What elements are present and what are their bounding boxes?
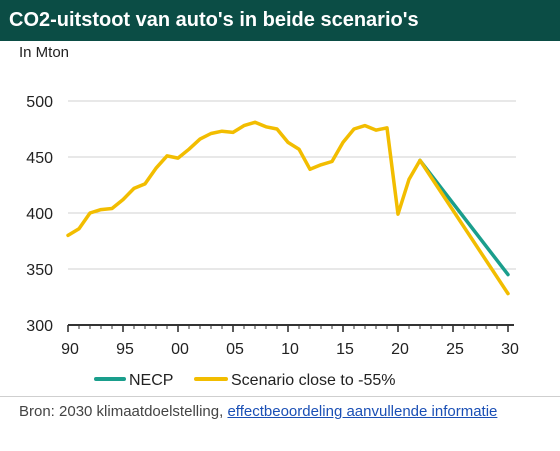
y-tick-label-450: 450 <box>26 150 53 167</box>
source-note: Bron: 2030 klimaatdoelstelling, effectbe… <box>19 400 539 423</box>
series-lines <box>66 120 510 296</box>
x-axis: 90 95 00 05 10 15 20 25 30 <box>61 324 519 358</box>
y-tick-label-400: 400 <box>26 206 53 223</box>
x-tick-label-25: 25 <box>446 341 464 358</box>
legend: NECP Scenario close to -55% <box>94 372 396 389</box>
legend-label-necp: NECP <box>129 372 173 389</box>
line-chart: 300 350 400 450 500 90 95 00 05 10 15 20 25 30 NECP S… <box>26 94 519 389</box>
y-tick-label-350: 350 <box>26 262 53 279</box>
source-link[interactable]: effectbeoordeling aanvullende informatie <box>227 403 498 420</box>
unit-label: In Mton <box>19 44 70 61</box>
x-tick-label-90: 90 <box>61 341 79 358</box>
y-axis-ticks: 300 350 400 450 500 <box>26 94 53 335</box>
x-tick-label-95: 95 <box>116 341 134 358</box>
y-tick-label-300: 300 <box>26 318 53 335</box>
legend-label-scenario: Scenario close to -55% <box>231 372 396 389</box>
x-tick-label-00: 00 <box>171 341 189 358</box>
x-tick-label-15: 15 <box>336 341 354 358</box>
source-text: Bron: 2030 klimaatdoelstelling, <box>19 403 228 420</box>
x-tick-label-20: 20 <box>391 341 409 358</box>
series-line-scenario <box>66 120 510 296</box>
x-tick-label-05: 05 <box>226 341 244 358</box>
y-tick-label-500: 500 <box>26 94 53 111</box>
x-tick-label-30: 30 <box>501 341 519 358</box>
footer-divider <box>0 396 560 397</box>
chart-title: CO2-uitstoot van auto's in beide scenari… <box>0 0 560 41</box>
x-tick-label-10: 10 <box>281 341 299 358</box>
gridlines <box>68 100 516 270</box>
